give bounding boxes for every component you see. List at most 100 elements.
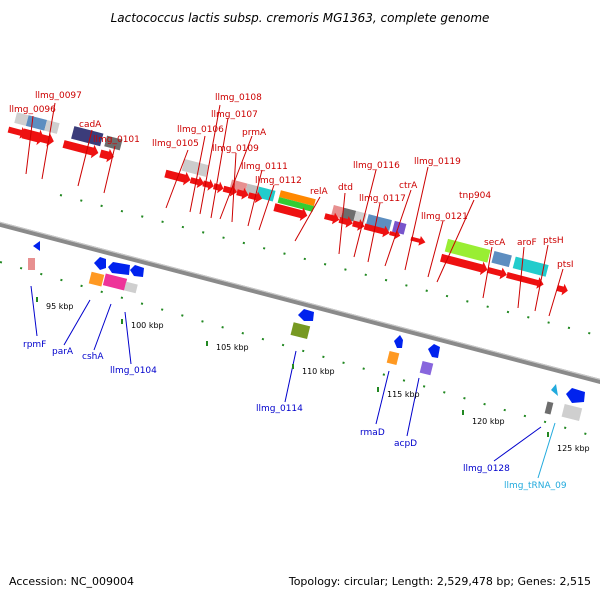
gene-arrow bbox=[363, 223, 390, 238]
gene-label: llmg_0117 bbox=[359, 194, 406, 204]
gene-arrow-reverse bbox=[130, 265, 144, 277]
gene-arrow bbox=[324, 212, 340, 225]
forward-gene-labels: llmg_0097 llmg_0096 cadA llmg_0101 llmg_… bbox=[9, 91, 574, 270]
tick-label: 105 kbp bbox=[216, 343, 249, 352]
gene-label: llmg_0096 bbox=[9, 105, 56, 115]
genome-backbone bbox=[0, 221, 600, 384]
genome-summary-text: Topology: circular; Length: 2,529,478 bp… bbox=[288, 575, 591, 588]
trna-gene-labels: llmg_tRNA_09 bbox=[504, 481, 567, 491]
gene-box bbox=[340, 207, 357, 222]
gene-label: llmg_0128 bbox=[463, 464, 510, 474]
gene-box bbox=[444, 238, 491, 263]
gene-arrow bbox=[7, 126, 27, 139]
gene-label: relA bbox=[310, 187, 329, 197]
gene-arrow bbox=[189, 176, 205, 188]
gene-arrow bbox=[62, 140, 99, 159]
gene-label: llmg_0104 bbox=[110, 366, 157, 376]
accession-text: Accession: NC_009004 bbox=[9, 575, 134, 588]
gene-label: acpD bbox=[394, 439, 417, 449]
gene-box bbox=[102, 273, 128, 291]
gene-label: cshA bbox=[82, 352, 104, 362]
forward-leader-lines bbox=[25, 102, 564, 317]
gene-label: secA bbox=[484, 238, 506, 248]
gene-arrow bbox=[99, 148, 114, 163]
gene-arrow-reverse bbox=[551, 384, 558, 396]
gene-label: ptsH bbox=[543, 236, 564, 246]
gene-box bbox=[244, 183, 260, 198]
gene-label: llmg_0112 bbox=[255, 176, 302, 186]
gene-arrow bbox=[556, 283, 568, 296]
gene-arrow bbox=[440, 253, 488, 276]
gene-box bbox=[25, 115, 48, 131]
tick-label: 125 kbp bbox=[557, 444, 590, 453]
gene-arrow bbox=[486, 266, 507, 280]
gene-arrow-reverse bbox=[566, 388, 585, 403]
map-title: Lactococcus lactis subsp. cremoris MG136… bbox=[111, 11, 490, 25]
gene-arrow bbox=[21, 128, 45, 146]
gene-arrow bbox=[236, 187, 249, 200]
gene-label: llmg_0114 bbox=[256, 404, 303, 414]
gene-label: dtd bbox=[338, 183, 353, 193]
gene-arrow bbox=[273, 203, 308, 221]
gene-box bbox=[181, 158, 209, 177]
gene-arrow bbox=[389, 229, 401, 240]
gene-box bbox=[419, 360, 434, 376]
gene-box bbox=[279, 190, 316, 207]
gene-label: cadA bbox=[79, 120, 102, 130]
reverse-gene-labels: rpmF parA cshA llmg_0104 llmg_0114 rmaD … bbox=[23, 340, 510, 474]
gene-label: aroF bbox=[517, 238, 537, 248]
tick-label: 115 kbp bbox=[387, 390, 420, 399]
gene-arrow-reverse bbox=[33, 241, 40, 251]
gene-box bbox=[14, 112, 29, 126]
gene-label: llmg_0111 bbox=[241, 162, 288, 172]
gene-box bbox=[44, 120, 60, 134]
genome-backbone-highlight bbox=[0, 221, 600, 381]
gene-label: ctrA bbox=[399, 181, 418, 191]
gene-label: llmg_0101 bbox=[93, 135, 140, 145]
gene-arrow-reverse bbox=[298, 309, 314, 321]
gene-box bbox=[71, 126, 104, 147]
gene-box bbox=[392, 220, 407, 235]
gene-box bbox=[104, 135, 123, 151]
gene-box bbox=[512, 256, 549, 277]
gene-box bbox=[561, 404, 583, 421]
gene-label: llmg_0121 bbox=[421, 212, 468, 222]
gene-label: llmg_0107 bbox=[211, 110, 258, 120]
gene-arrow-reverse bbox=[394, 335, 403, 348]
gene-label: rmaD bbox=[360, 428, 385, 438]
gene-arrow bbox=[202, 179, 214, 191]
gene-arrow bbox=[410, 235, 426, 246]
gene-arrow-reverse bbox=[108, 262, 130, 275]
trna-leader-lines bbox=[537, 422, 556, 479]
gene-label: tnp904 bbox=[459, 191, 491, 201]
gene-box bbox=[544, 401, 554, 415]
gene-arrow bbox=[39, 133, 54, 147]
gene-label: llmg_0108 bbox=[215, 93, 262, 103]
reverse-leader-lines bbox=[30, 285, 542, 462]
gene-box bbox=[123, 281, 138, 294]
gene-arrow bbox=[506, 272, 544, 289]
gene-label: llmg_0097 bbox=[35, 91, 82, 101]
gene-box bbox=[331, 205, 344, 219]
gene-label: prmA bbox=[242, 128, 267, 138]
gene-box bbox=[88, 271, 105, 287]
gene-label: parA bbox=[52, 347, 74, 357]
tick-label: 95 kbp bbox=[46, 302, 74, 311]
gene-arrow-reverse bbox=[428, 344, 440, 358]
tick-label: 110 kbp bbox=[302, 367, 335, 376]
tick-label: 120 kbp bbox=[472, 417, 505, 426]
gene-label: llmg_0109 bbox=[212, 144, 259, 154]
gene-label: llmg_0105 bbox=[152, 139, 199, 149]
reverse-genes bbox=[28, 241, 585, 421]
scale-tick-marks bbox=[36, 297, 549, 437]
gene-box bbox=[386, 350, 400, 366]
gene-box bbox=[290, 322, 311, 339]
gene-label: llmg_0106 bbox=[177, 125, 224, 135]
gene-box bbox=[277, 196, 314, 212]
forward-gene-arrows bbox=[7, 126, 568, 296]
scale-tick-labels: 95 kbp 100 kbp 105 kbp 110 kbp 115 kbp 1… bbox=[46, 302, 590, 453]
gene-box bbox=[28, 258, 35, 270]
gene-arrow bbox=[212, 181, 224, 194]
gene-label: ptsI bbox=[557, 260, 574, 270]
